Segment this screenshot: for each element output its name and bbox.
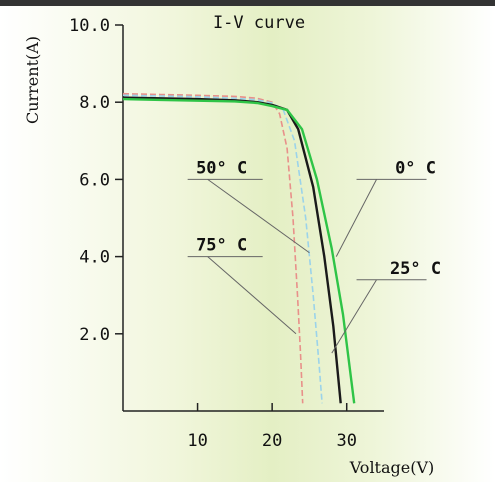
- chart-title: I-V curve: [213, 13, 305, 33]
- x-tick-label: 30: [336, 431, 356, 451]
- annotation-label: 50° C: [196, 158, 247, 178]
- y-tick-label: 6.0: [79, 170, 110, 190]
- annotation-label: 0° C: [395, 158, 436, 178]
- y-tick-label: 8.0: [79, 93, 110, 113]
- y-axis-title: Current(A): [23, 36, 42, 124]
- annotation-leader: [207, 178, 310, 254]
- y-tick-label: 4.0: [79, 248, 110, 268]
- x-tick-label: 20: [262, 431, 282, 451]
- x-axis-title: Voltage(V): [349, 458, 435, 477]
- annotation-leader: [335, 179, 377, 257]
- y-tick-label: 10.0: [69, 16, 110, 36]
- annotation-label: 25° C: [390, 259, 441, 279]
- y-tick-label: 2.0: [79, 325, 110, 345]
- annotation-leader: [207, 256, 297, 335]
- axes: 2.0 4.0 6.0 8.0 10.0 10 20 30: [69, 16, 384, 451]
- series-line-0c: [122, 97, 356, 404]
- annotation-label: 75° C: [196, 236, 247, 256]
- annotation-leader: [331, 279, 377, 354]
- top-frame-bar: [0, 0, 495, 6]
- x-tick-label: 10: [187, 431, 207, 451]
- plot-area: [122, 92, 356, 404]
- annotations: 50° C 75° C 0° C 25° C: [187, 158, 441, 354]
